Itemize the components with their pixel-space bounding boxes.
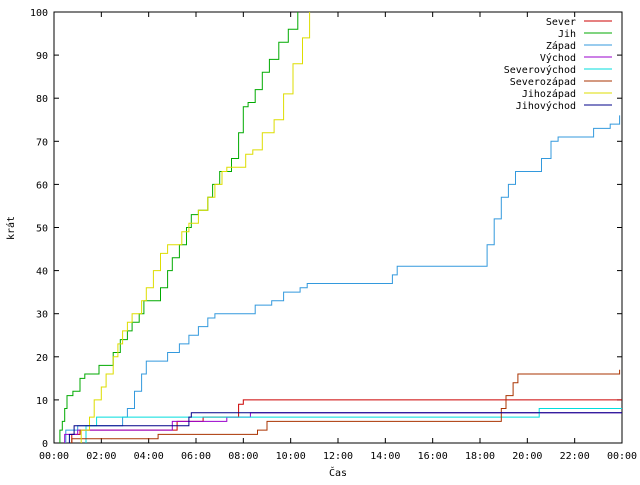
series-line-2 bbox=[59, 12, 299, 443]
series-layer bbox=[59, 12, 622, 443]
legend-label: Jihovýchod bbox=[516, 100, 576, 112]
y-tick-label: 60 bbox=[36, 180, 48, 191]
legend-label: Jihozápad bbox=[522, 88, 576, 100]
x-tick-label: 10:00 bbox=[276, 451, 306, 462]
series-line-3 bbox=[65, 115, 621, 443]
legend-label: Východ bbox=[540, 52, 576, 64]
x-axis-label: Čas bbox=[329, 466, 347, 479]
x-tick-label: 08:00 bbox=[228, 451, 258, 462]
x-tick-label: 06:00 bbox=[181, 451, 211, 462]
y-axis: 0 10 20 30 40 50 60 70 80 90 100 bbox=[30, 8, 622, 450]
y-tick-label: 70 bbox=[36, 137, 48, 148]
y-tick-label: 10 bbox=[36, 396, 48, 407]
x-tick-label: 22:00 bbox=[560, 451, 590, 462]
y-axis-label: krát bbox=[5, 216, 17, 240]
x-tick-label: 14:00 bbox=[370, 451, 400, 462]
x-tick-label: 00:00 bbox=[39, 451, 69, 462]
y-tick-label: 80 bbox=[36, 94, 48, 105]
series-line-6 bbox=[71, 369, 621, 443]
y-tick-label: 0 bbox=[42, 439, 48, 450]
x-tick-label: 02:00 bbox=[86, 451, 116, 462]
y-tick-label: 90 bbox=[36, 51, 48, 62]
x-axis: 00:00 02:00 04:00 06:00 08:00 10:00 12:00 14:00… bbox=[39, 12, 637, 462]
x-tick-label: 20:00 bbox=[512, 451, 542, 462]
legend-label: Severovýchod bbox=[504, 64, 576, 76]
y-tick-label: 100 bbox=[30, 8, 48, 19]
x-tick-label: 18:00 bbox=[465, 451, 495, 462]
y-tick-label: 50 bbox=[36, 224, 48, 235]
x-tick-label: 16:00 bbox=[418, 451, 448, 462]
legend-label: Sever bbox=[546, 17, 576, 28]
x-tick-label: 04:00 bbox=[134, 451, 164, 462]
y-tick-label: 20 bbox=[36, 353, 48, 364]
x-tick-label: 00:00 bbox=[607, 451, 637, 462]
series-line-7 bbox=[80, 12, 311, 443]
legend-label: Severozápad bbox=[510, 76, 576, 88]
y-tick-label: 30 bbox=[36, 310, 48, 321]
y-tick-label: 40 bbox=[36, 267, 48, 278]
legend-label: Západ bbox=[546, 40, 576, 52]
x-tick-label: 12:00 bbox=[323, 451, 353, 462]
legend: SeverJihZápadVýchodSeverovýchodSeverozáp… bbox=[504, 17, 612, 112]
series-line-8 bbox=[68, 412, 622, 443]
legend-label: Jih bbox=[558, 29, 576, 40]
plot-area bbox=[53, 11, 623, 444]
